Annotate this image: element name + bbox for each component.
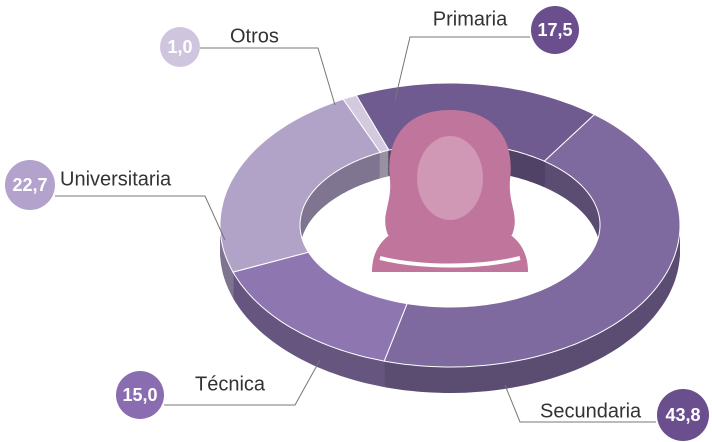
leader-line [164,359,321,406]
leader-line [55,195,226,241]
icon-face [417,136,483,220]
icon-collar [379,256,521,268]
category-label: Técnica [195,373,266,395]
value-bubble [531,6,579,54]
category-label: Otros [230,25,279,47]
value-label: 15,0 [122,385,157,405]
value-bubble [160,27,200,67]
icon-hair [385,110,515,241]
woman-icon [372,110,528,272]
value-label: 17,5 [537,20,572,40]
value-label: 22,7 [12,175,47,195]
value-bubble [5,160,55,210]
category-label: Universitaria [60,168,172,190]
value-bubble [657,389,709,441]
value-bubble [116,371,164,419]
leader-line [504,384,656,423]
category-label: Secundaria [540,400,642,422]
category-label: Primaria [433,8,508,30]
labels: 17,5 Primaria 43,8 Secundaria 15,0 Técnica 22,… [5,6,709,441]
leader-line [394,36,530,101]
leader-line [200,47,336,106]
value-label: 1,0 [167,37,192,57]
segment [342,94,390,153]
value-label: 43,8 [665,405,700,425]
